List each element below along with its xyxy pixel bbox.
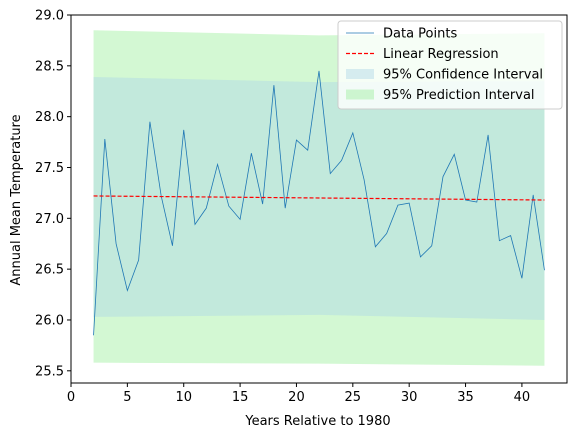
x-tick-label: 5 (123, 390, 131, 405)
x-tick-label: 20 (288, 390, 305, 405)
axes: 0 5 10 15 20 25 30 35 40 25.5 26.0 26.5 27.0 27.5 28.0… (35, 9, 568, 405)
legend-handle-prediction-interval (346, 89, 374, 100)
legend-handle-confidence-interval (346, 69, 374, 79)
x-tick-label: 10 (175, 390, 192, 405)
x-axis-title: Years Relative to 1980 (244, 414, 390, 429)
x-tick-label: 0 (67, 390, 75, 405)
y-axis-title: Annual Mean Temperature (9, 114, 24, 285)
x-tick-label: 30 (401, 390, 418, 405)
y-tick-label: 28.0 (35, 110, 64, 125)
legend-label: 95% Confidence Interval (383, 68, 543, 83)
legend-label: 95% Prediction Interval (383, 88, 535, 103)
y-tick-label: 28.5 (35, 59, 64, 74)
axes-frame (70, 14, 568, 384)
y-tick-label: 29.0 (35, 9, 64, 24)
plot-area (93, 30, 545, 366)
y-tick-label: 26.5 (35, 263, 64, 278)
y-tick-label: 25.5 (35, 364, 64, 379)
x-tick-label: 25 (345, 390, 362, 405)
series-linear-regression-line (93, 195, 545, 201)
y-tick-label: 27.5 (35, 161, 64, 176)
y-tick-label: 26.0 (35, 313, 64, 328)
y-tick-label: 27.0 (35, 212, 64, 227)
legend-box (337, 20, 563, 110)
legend-label: Data Points (383, 27, 457, 42)
legend: Data Points Linear Regression 95% Confiden… (337, 20, 563, 110)
x-tick-label: 15 (232, 390, 249, 405)
legend-label: Linear Regression (383, 47, 499, 62)
x-tick-label: 40 (514, 390, 531, 405)
x-tick-label: 35 (457, 390, 474, 405)
